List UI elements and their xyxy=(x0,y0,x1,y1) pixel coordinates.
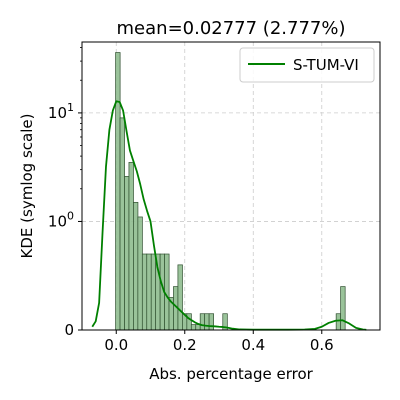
plot-frame xyxy=(81,41,381,331)
x-tick-label: 0.4 xyxy=(241,336,265,354)
histogram-bar xyxy=(141,253,148,331)
histogram-bar xyxy=(119,117,125,331)
histogram-bars xyxy=(115,52,346,331)
x-axis-ticks: 0.0 0.2 0.4 0.6 xyxy=(104,330,334,354)
histogram-bar xyxy=(340,286,346,331)
histogram-bar xyxy=(137,216,143,331)
histogram-bar xyxy=(146,253,152,331)
x-tick-label: 0.0 xyxy=(104,336,128,354)
histogram-bar xyxy=(199,313,206,331)
histogram-bar xyxy=(115,52,121,331)
histogram-bar xyxy=(186,313,192,331)
y-tick-label: 0 xyxy=(64,321,74,339)
histogram-bar xyxy=(208,313,214,331)
legend-box xyxy=(239,47,375,83)
histogram-bar xyxy=(177,264,183,331)
x-axis-label: Abs. percentage error xyxy=(149,365,313,383)
x-tick-label: 0.2 xyxy=(173,336,197,354)
histogram-bar xyxy=(190,324,197,331)
legend: S-TUM-VI xyxy=(239,47,375,83)
histogram-bar xyxy=(150,253,157,331)
y-axis-label: KDE (symlog scale) xyxy=(18,114,36,259)
histogram-bar xyxy=(204,313,210,331)
histogram-bar xyxy=(195,324,201,331)
legend-label: S-TUM-VI xyxy=(293,56,359,74)
chart-title: mean=0.02777 (2.777%) xyxy=(117,18,346,39)
histogram-bar xyxy=(124,176,130,331)
histogram-bar xyxy=(335,313,342,331)
x-tick-label: 0.6 xyxy=(310,336,334,354)
histogram-bar xyxy=(128,162,134,331)
histogram-bar xyxy=(133,201,139,331)
